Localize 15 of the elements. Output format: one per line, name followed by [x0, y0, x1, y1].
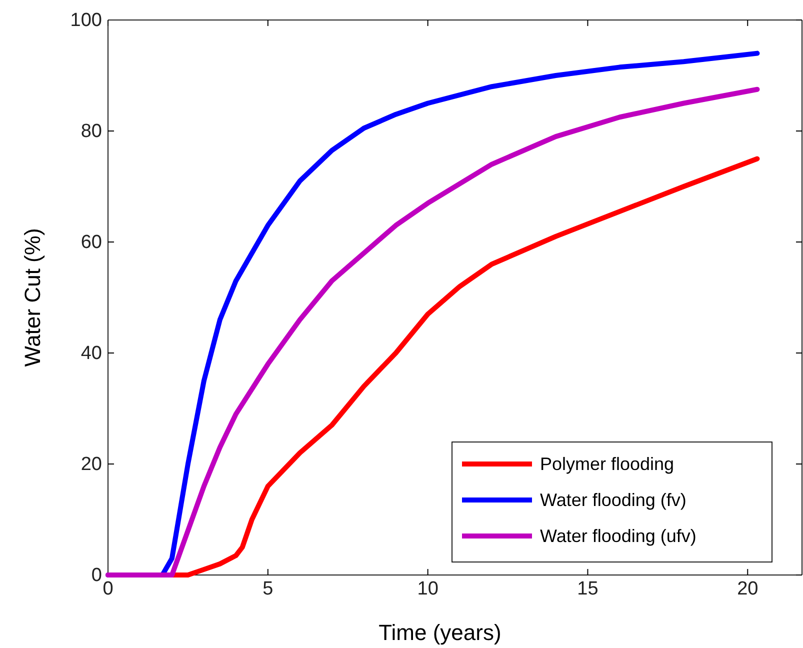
legend-label: Water flooding (ufv) — [540, 526, 696, 546]
y-tick-label: 80 — [80, 121, 102, 142]
legend-label: Water flooding (fv) — [540, 490, 686, 510]
x-tick-label: 20 — [737, 578, 758, 600]
x-tick-label: 15 — [577, 578, 598, 600]
y-tick-label: 20 — [80, 454, 102, 476]
legend-label: Polymer flooding — [540, 454, 674, 474]
y-tick-label: 0 — [91, 565, 102, 586]
x-tick-label: 5 — [262, 578, 274, 600]
y-axis-title: Water Cut (%) — [20, 228, 45, 367]
x-axis-title: Time (years) — [378, 620, 502, 645]
y-tick-label: 60 — [80, 232, 102, 254]
y-tick-label: 100 — [70, 10, 102, 32]
x-tick-label: 10 — [417, 578, 438, 600]
y-tick-label: 40 — [80, 343, 102, 364]
